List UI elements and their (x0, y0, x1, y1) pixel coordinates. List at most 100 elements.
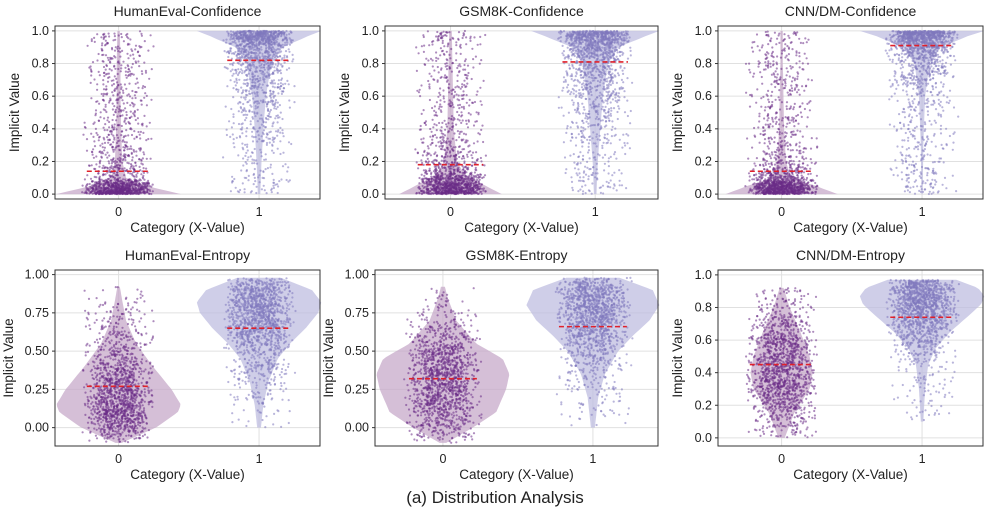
point (88, 164, 91, 167)
point (450, 115, 454, 118)
point (467, 191, 470, 194)
point (281, 43, 284, 46)
point (461, 36, 464, 40)
point (248, 110, 251, 113)
point (574, 144, 578, 147)
point (276, 183, 279, 186)
point (135, 186, 138, 190)
point (449, 186, 452, 189)
point (249, 78, 252, 81)
point (420, 192, 423, 196)
point (438, 121, 441, 125)
point (290, 41, 293, 44)
point (240, 128, 243, 131)
point (259, 148, 262, 151)
point (262, 139, 265, 142)
point (96, 33, 99, 36)
point (456, 130, 459, 133)
ytick-label: 1.0 (32, 24, 49, 38)
point (112, 82, 115, 86)
point (273, 41, 276, 44)
point (223, 50, 226, 53)
point (475, 191, 478, 194)
point (124, 144, 127, 147)
point (111, 124, 114, 127)
point (584, 117, 587, 120)
point (138, 165, 141, 168)
point (475, 120, 478, 123)
point (112, 128, 115, 131)
point (276, 191, 279, 195)
point (268, 112, 271, 115)
point (103, 191, 106, 194)
point (618, 184, 621, 187)
point (96, 83, 99, 86)
point (265, 143, 268, 146)
point (131, 156, 134, 159)
point (264, 101, 267, 104)
point (437, 71, 440, 74)
point (265, 141, 269, 145)
point (455, 186, 458, 190)
point (438, 161, 441, 164)
point (254, 180, 257, 183)
point (113, 32, 116, 35)
point (114, 87, 117, 90)
point (463, 170, 466, 173)
point (607, 108, 611, 111)
point (140, 123, 143, 126)
point (233, 177, 236, 181)
point (234, 186, 237, 189)
point (445, 50, 448, 53)
point (269, 163, 272, 166)
point (433, 123, 436, 126)
point (603, 133, 607, 136)
point (242, 148, 245, 151)
point (231, 40, 234, 44)
point (619, 54, 622, 58)
point (420, 159, 423, 162)
point (239, 63, 242, 66)
point (276, 47, 279, 51)
point (251, 130, 254, 133)
point (617, 105, 620, 108)
point (431, 65, 434, 68)
point (269, 67, 272, 70)
point (451, 137, 454, 140)
point (249, 155, 252, 158)
point (272, 184, 275, 187)
point (246, 61, 249, 65)
point (270, 32, 273, 35)
point (235, 136, 238, 139)
point (284, 41, 287, 44)
point (465, 36, 468, 39)
point (435, 56, 438, 60)
point (439, 99, 442, 102)
point (433, 109, 436, 112)
point (123, 146, 127, 149)
point (447, 165, 450, 168)
point (97, 187, 101, 190)
point (251, 78, 254, 81)
point (444, 178, 448, 181)
point (421, 161, 424, 165)
point (273, 105, 276, 108)
point (600, 76, 604, 79)
point (103, 146, 106, 149)
point (418, 88, 421, 91)
point (102, 88, 106, 91)
point (435, 155, 438, 158)
point (596, 79, 600, 83)
point (263, 63, 266, 67)
point (126, 70, 130, 74)
point (479, 43, 482, 46)
point (589, 85, 592, 89)
point (107, 160, 110, 163)
point (427, 79, 430, 83)
point (271, 172, 274, 175)
point (456, 98, 459, 101)
point (88, 182, 91, 186)
point (440, 37, 443, 40)
point (451, 36, 454, 40)
point (96, 100, 99, 103)
